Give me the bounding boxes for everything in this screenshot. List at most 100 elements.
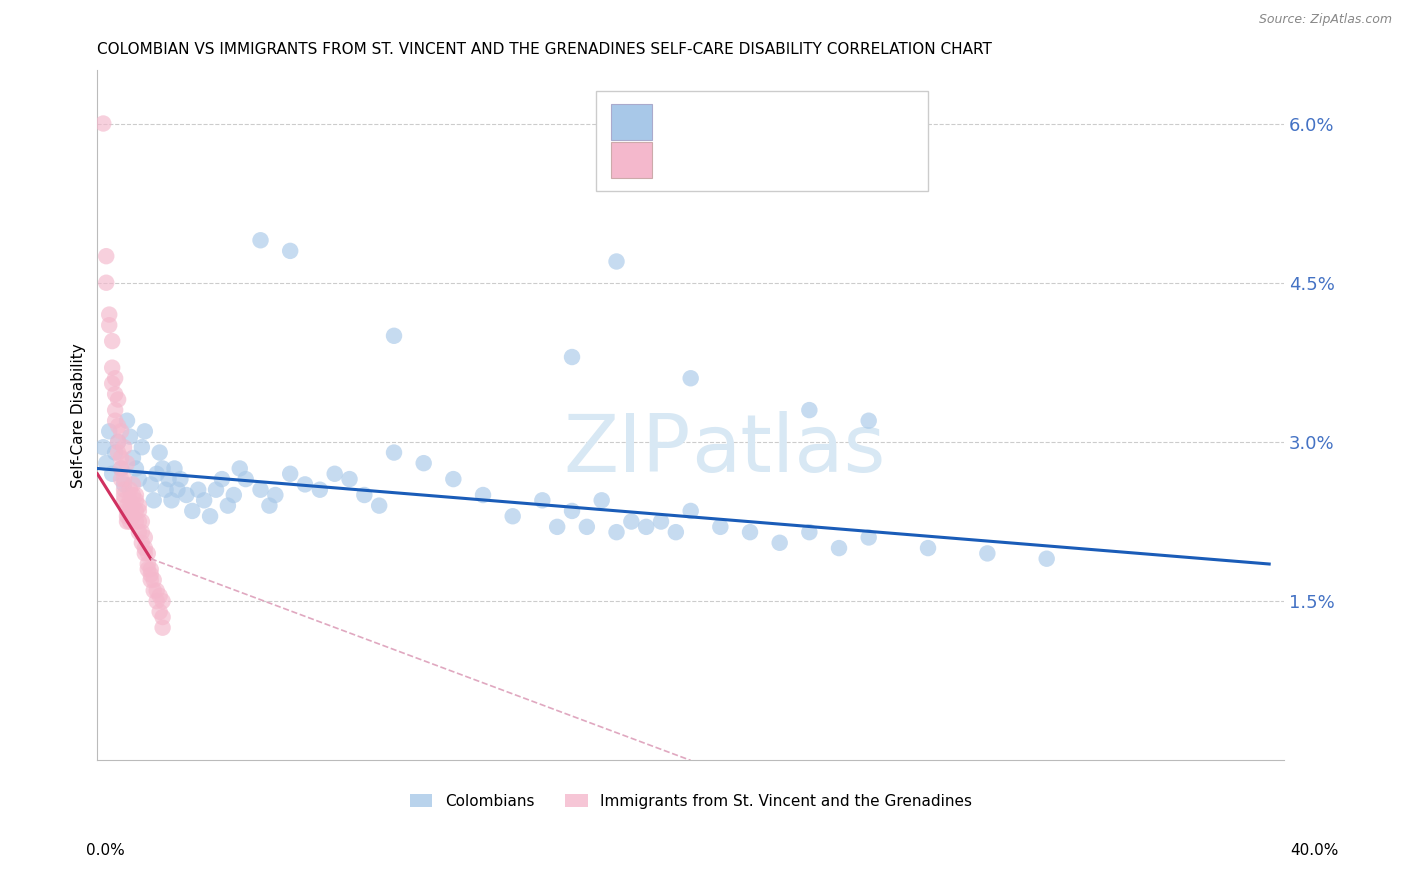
Legend: Colombians, Immigrants from St. Vincent and the Grenadines: Colombians, Immigrants from St. Vincent … bbox=[404, 788, 979, 814]
Point bbox=[229, 461, 252, 475]
Point bbox=[546, 520, 568, 534]
Point bbox=[125, 488, 148, 502]
Point bbox=[575, 520, 598, 534]
Point bbox=[155, 483, 177, 497]
Point bbox=[128, 499, 150, 513]
Point bbox=[561, 504, 583, 518]
Point bbox=[110, 450, 132, 465]
Point bbox=[152, 594, 174, 608]
Point bbox=[198, 509, 221, 524]
FancyBboxPatch shape bbox=[596, 91, 928, 191]
Point bbox=[149, 445, 172, 459]
Point bbox=[157, 472, 180, 486]
Point bbox=[110, 461, 132, 475]
Point bbox=[118, 515, 141, 529]
Point bbox=[110, 472, 132, 486]
Point bbox=[118, 430, 141, 444]
Point bbox=[112, 440, 135, 454]
Point bbox=[118, 483, 141, 497]
Point bbox=[441, 472, 464, 486]
Point bbox=[139, 567, 162, 582]
Point bbox=[134, 425, 156, 439]
Point bbox=[531, 493, 554, 508]
Text: R = -0.282: R = -0.282 bbox=[661, 148, 758, 166]
Point bbox=[799, 525, 821, 540]
Point bbox=[101, 467, 124, 481]
Point bbox=[134, 531, 156, 545]
Point bbox=[125, 461, 148, 475]
Text: N = 79: N = 79 bbox=[810, 110, 872, 128]
Point bbox=[799, 403, 821, 417]
Point bbox=[650, 515, 672, 529]
Point bbox=[115, 456, 138, 470]
Point bbox=[104, 445, 127, 459]
Point bbox=[679, 371, 702, 385]
Point bbox=[976, 546, 998, 560]
Point bbox=[131, 515, 153, 529]
Point bbox=[152, 621, 174, 635]
Point bbox=[145, 583, 167, 598]
Point bbox=[122, 488, 145, 502]
Point bbox=[115, 509, 138, 524]
Point bbox=[128, 525, 150, 540]
Point bbox=[101, 376, 124, 391]
Point bbox=[125, 493, 148, 508]
Point bbox=[917, 541, 939, 555]
Point bbox=[142, 583, 165, 598]
Point bbox=[382, 328, 405, 343]
Point bbox=[125, 504, 148, 518]
FancyBboxPatch shape bbox=[612, 142, 651, 178]
Point bbox=[98, 318, 121, 333]
Point bbox=[211, 472, 233, 486]
Point bbox=[561, 350, 583, 364]
Point bbox=[323, 467, 346, 481]
Point bbox=[605, 525, 627, 540]
Point bbox=[205, 483, 228, 497]
Point bbox=[110, 425, 132, 439]
Point bbox=[115, 515, 138, 529]
Point bbox=[107, 392, 129, 407]
FancyBboxPatch shape bbox=[612, 104, 651, 140]
Point bbox=[107, 434, 129, 449]
Point bbox=[136, 557, 159, 571]
Point bbox=[112, 483, 135, 497]
Point bbox=[142, 493, 165, 508]
Point bbox=[136, 562, 159, 576]
Point bbox=[382, 445, 405, 459]
Text: atlas: atlas bbox=[690, 411, 884, 489]
Point bbox=[112, 477, 135, 491]
Point bbox=[115, 499, 138, 513]
Point bbox=[163, 461, 186, 475]
Point bbox=[636, 520, 658, 534]
Point bbox=[294, 477, 316, 491]
Point bbox=[115, 414, 138, 428]
Point bbox=[145, 594, 167, 608]
Point bbox=[259, 499, 281, 513]
Point bbox=[125, 515, 148, 529]
Point bbox=[1035, 551, 1057, 566]
Point bbox=[107, 434, 129, 449]
Point bbox=[112, 488, 135, 502]
Point bbox=[353, 488, 375, 502]
Point bbox=[115, 504, 138, 518]
Point bbox=[339, 472, 361, 486]
Point bbox=[222, 488, 245, 502]
Point bbox=[101, 334, 124, 348]
Point bbox=[96, 456, 118, 470]
Point bbox=[176, 488, 198, 502]
Point bbox=[110, 461, 132, 475]
Point bbox=[101, 360, 124, 375]
Point bbox=[131, 525, 153, 540]
Point bbox=[769, 535, 792, 549]
Point bbox=[134, 546, 156, 560]
Point bbox=[591, 493, 613, 508]
Point bbox=[104, 371, 127, 385]
Text: 0.0%: 0.0% bbox=[86, 843, 125, 858]
Point bbox=[264, 488, 287, 502]
Point bbox=[152, 461, 174, 475]
Text: COLOMBIAN VS IMMIGRANTS FROM ST. VINCENT AND THE GRENADINES SELF-CARE DISABILITY: COLOMBIAN VS IMMIGRANTS FROM ST. VINCENT… bbox=[97, 42, 993, 57]
Point bbox=[128, 472, 150, 486]
Point bbox=[278, 467, 301, 481]
Y-axis label: Self-Care Disability: Self-Care Disability bbox=[72, 343, 86, 488]
Point bbox=[96, 249, 118, 263]
